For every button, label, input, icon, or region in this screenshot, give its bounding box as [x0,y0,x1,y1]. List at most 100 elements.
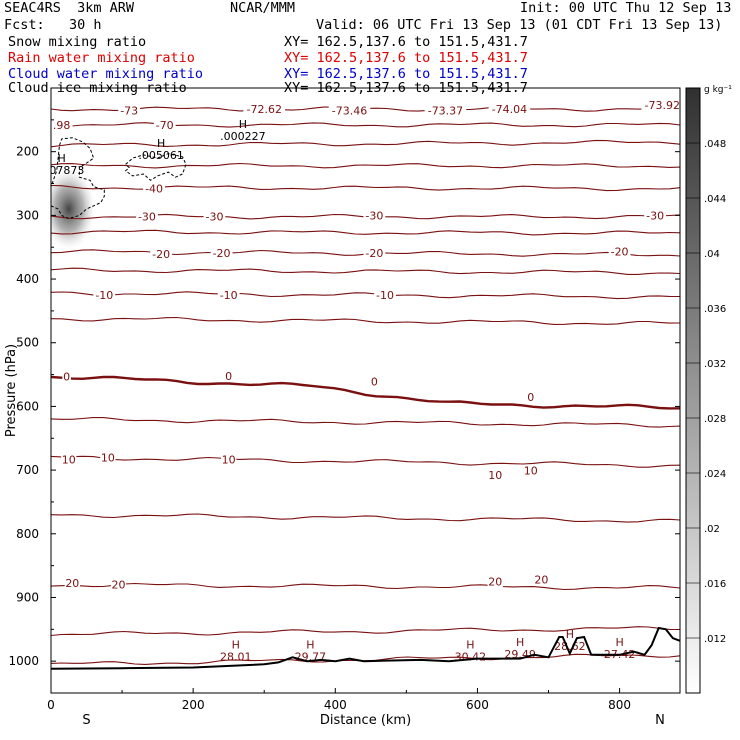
colorbar-tick-label: .028 [704,414,726,425]
contour-label-bg [136,210,158,223]
contour-label-bg [487,469,503,482]
y-tick-label: 500 [16,336,39,350]
colorbar-tick-label: .036 [704,304,726,315]
y-tick-label: 300 [16,208,39,222]
field-rain-xy: XY= 162.5,137.6 to 151.5,431.7 [284,50,528,66]
high-marker: H [466,638,474,651]
contour-label: -73.37 [428,104,463,117]
temperature-contour [51,122,680,128]
x-tick-label: 800 [608,698,631,712]
contour-label: -74.04 [492,103,527,116]
contour-label: 10 [222,453,236,466]
high-marker: H [58,152,66,165]
colorbar-tick-label: .012 [704,634,726,645]
contour-label-bg [61,453,77,466]
org-label: NCAR/MMM [230,0,296,16]
contour-label-bg [533,573,550,586]
field-snow-xy: XY= 162.5,137.6 to 151.5,431.7 [284,34,528,50]
temperature-contour [51,316,680,325]
y-tick-label: 900 [16,590,39,604]
contour-label: -30 [138,211,156,224]
contour-label-bg [424,104,467,117]
y-tick-label: 400 [16,272,39,286]
contour-label: -73.92 [644,99,679,112]
colorbar [685,87,701,694]
contour-label-bg [328,104,371,117]
contour-label: -10 [376,289,394,302]
temperature-contour [51,267,680,275]
contour-label-bg [110,578,127,591]
contour-label: -70 [156,119,174,132]
south-label: S [82,713,90,728]
colorbar-tick-label: .032 [704,359,726,370]
temperature-contour [51,582,680,591]
temperature-contour [51,375,680,410]
contour-label-bg [93,288,116,301]
contour-label: .98 [53,119,71,132]
contour-label: -73.46 [332,104,367,117]
contour-label: 0 [225,370,232,383]
contour-label-bg [243,103,286,116]
colorbar-tick-label: .02 [704,524,720,535]
temperature-contour [51,653,680,665]
contour-label: 10 [488,469,502,482]
temperature-contour [51,513,680,523]
plot-frame [50,87,681,694]
contour-label-bg [118,104,141,117]
x-tick-label: 400 [324,698,347,712]
contour-label-bg [210,246,233,259]
temperature-contour [51,455,680,468]
contour-label: 20 [534,574,548,587]
high-marker: H [615,636,623,649]
contour-label: 0 [527,391,534,404]
contour-label-bg [641,99,680,112]
forecast-hour: Fcst: 30 h [4,17,102,33]
contour-label-bg [221,453,237,466]
high-value-label: .000227 [220,130,266,143]
y-axis-label: Pressure (hPa) [4,344,19,437]
colorbar-tick-label: .04 [704,249,720,260]
contour-label: -73 [120,104,138,117]
contour-label: -20 [213,247,231,260]
contour-label: -10 [95,289,113,302]
x-tick-label: 600 [466,698,489,712]
field-snow-label: Snow mixing ratio [8,34,147,50]
contour-label: -30 [646,209,664,222]
high-marker: H [157,137,165,150]
y-tick-label: 600 [16,399,39,413]
contour-label-bg [526,390,536,403]
temperature-contour [51,229,680,236]
high-marker: H [566,628,574,641]
colorbar-tick-label: .048 [704,139,726,150]
contour-label: 10 [62,453,76,466]
x-axis-label: Distance (km) [320,713,411,728]
contour-label: 10 [101,451,115,464]
contour-label-bg [51,118,73,131]
y-tick-label: 700 [16,463,39,477]
contour-label: -10 [220,289,238,302]
contour-label: 0 [63,370,70,383]
high-value-label: 28.62 [554,640,586,653]
high-marker: H [516,636,524,649]
y-tick-label: 1000 [8,654,39,668]
cloud-ice-outline [124,153,187,181]
init-time: Init: 00 UTC Thu 12 Sep 13 [520,0,732,16]
contour-label-bg [363,209,386,222]
cloud-ice-outline [51,137,105,220]
temperature-contour [51,162,680,169]
valid-time: Valid: 06 UTC Fri 13 Sep 13 (01 CDT Fri … [316,17,723,33]
high-marker: H [232,638,240,651]
contour-label: 0 [371,376,378,389]
contour-label-bg [523,464,539,477]
colorbar-tick-label: .024 [704,469,726,480]
contour-label-bg [153,118,176,131]
y-tick-label: 800 [16,527,39,541]
contour-label-bg [100,451,116,464]
high-marker: H [239,118,247,131]
contour-label: -30 [205,211,223,224]
contour-label: 20 [65,577,79,590]
contour-label: -72.62 [246,103,281,116]
contour-label-bg [487,575,503,588]
field-cloud-water-xy: XY= 162.5,137.6 to 151.5,431.7 [284,66,528,82]
